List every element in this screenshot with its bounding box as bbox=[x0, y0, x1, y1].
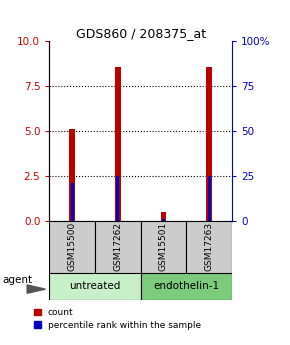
Polygon shape bbox=[27, 285, 45, 293]
Bar bbox=[69, 129, 75, 221]
Bar bbox=[141, 221, 186, 273]
Title: GDS860 / 208375_at: GDS860 / 208375_at bbox=[76, 27, 206, 40]
Bar bbox=[206, 67, 212, 221]
Bar bbox=[161, 212, 166, 221]
Bar bbox=[117, 176, 119, 221]
Text: endothelin-1: endothelin-1 bbox=[153, 282, 220, 291]
Bar bbox=[115, 67, 121, 221]
Bar bbox=[141, 273, 232, 300]
Text: GSM15500: GSM15500 bbox=[68, 222, 77, 271]
Text: GSM17262: GSM17262 bbox=[113, 222, 122, 271]
Bar bbox=[49, 221, 95, 273]
Bar bbox=[71, 183, 73, 221]
Legend: count, percentile rank within the sample: count, percentile rank within the sample bbox=[34, 308, 201, 330]
Bar bbox=[49, 273, 141, 300]
Text: GSM17263: GSM17263 bbox=[205, 222, 214, 271]
Text: GSM15501: GSM15501 bbox=[159, 222, 168, 271]
Text: untreated: untreated bbox=[69, 282, 121, 291]
Bar bbox=[208, 176, 211, 221]
Bar bbox=[95, 221, 141, 273]
Bar bbox=[186, 221, 232, 273]
Text: agent: agent bbox=[2, 275, 32, 285]
Bar bbox=[162, 219, 165, 221]
